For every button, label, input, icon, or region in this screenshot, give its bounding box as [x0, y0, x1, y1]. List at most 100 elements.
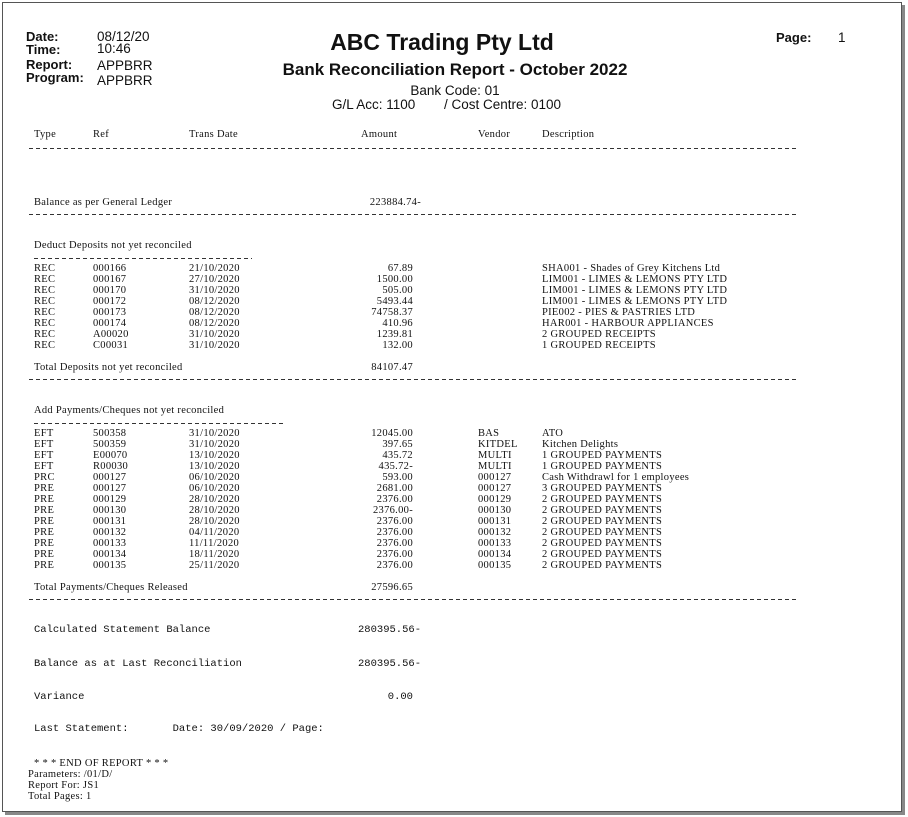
cell-date: 31/10/2020 [189, 329, 240, 340]
cell-date: 21/10/2020 [189, 263, 240, 274]
cell-type: REC [34, 307, 56, 318]
bank-code: Bank Code: 01 [410, 83, 500, 98]
cell-amount: 593.00 [382, 472, 413, 483]
cell-type: PRE [34, 549, 55, 560]
program-label: Program: [26, 70, 84, 85]
underline [34, 258, 252, 259]
payments-total-label: Total Payments/Cheques Released [34, 582, 188, 593]
cell-amount: 2376.00- [372, 505, 413, 516]
last-statement: Last Statement: Date: 30/09/2020 / Page: [34, 723, 324, 735]
cell-type: EFT [34, 450, 54, 461]
cell-vendor: 000130 [478, 505, 512, 516]
deposits-total: 84107.47 [371, 362, 413, 373]
col-type: Type [34, 129, 57, 140]
cell-date: 08/12/2020 [189, 296, 240, 307]
date-value: 08/12/20 [97, 29, 150, 44]
page-number: 1 [838, 30, 846, 45]
cell-date: 28/10/2020 [189, 494, 240, 505]
parameters: Parameters: /01/D/ [28, 769, 113, 780]
variance-value: 0.00 [387, 691, 413, 703]
cell-ref: 000131 [93, 516, 127, 527]
cell-description: LIM001 - LIMES & LEMONS PTY LTD [542, 285, 728, 296]
cell-description: 1 GROUPED RECEIPTS [542, 340, 656, 351]
cell-type: PRC [34, 472, 55, 483]
cell-ref: A00020 [93, 329, 129, 340]
cell-type: REC [34, 340, 56, 351]
cell-description: 2 GROUPED PAYMENTS [542, 527, 663, 538]
cell-date: 11/11/2020 [189, 538, 240, 549]
report-label: Report: [26, 57, 73, 72]
cell-date: 28/10/2020 [189, 505, 240, 516]
cell-ref: 500358 [93, 428, 127, 439]
cell-ref: 000174 [93, 318, 127, 329]
cell-date: 18/11/2020 [189, 549, 240, 560]
date-label: Date: [26, 29, 59, 44]
underline [34, 423, 284, 424]
time-label: Time: [26, 42, 61, 57]
cell-vendor: KITDEL [478, 439, 518, 450]
cell-ref: 000173 [93, 307, 127, 318]
cell-type: EFT [34, 461, 54, 472]
divider [29, 379, 799, 380]
cell-date: 06/10/2020 [189, 472, 240, 483]
col-trans-date: Trans Date [189, 129, 238, 140]
cost-centre: / Cost Centre: 0100 [444, 97, 562, 112]
cell-vendor: 000133 [478, 538, 512, 549]
cell-amount: 2376.00 [376, 494, 413, 505]
program-value: APPBRR [97, 73, 153, 88]
deposits-title: Deduct Deposits not yet reconciled [34, 240, 192, 251]
cell-date: 13/10/2020 [189, 461, 240, 472]
payments-title: Add Payments/Cheques not yet reconciled [34, 405, 225, 416]
cell-type: PRE [34, 560, 55, 571]
calc-balance: 280395.56- [357, 624, 421, 636]
cell-description: HAR001 - HARBOUR APPLIANCES [542, 318, 714, 329]
cell-date: 08/12/2020 [189, 307, 240, 318]
cell-vendor: MULTI [478, 450, 512, 461]
deposits-total-label: Total Deposits not yet reconciled [34, 362, 183, 373]
cell-type: PRE [34, 538, 55, 549]
cell-amount: 132.00 [382, 340, 413, 351]
cell-amount: 2376.00 [376, 538, 413, 549]
cell-ref: R00030 [93, 461, 129, 472]
cell-description: 2 GROUPED PAYMENTS [542, 494, 663, 505]
cell-vendor: 000135 [478, 560, 512, 571]
cell-vendor: BAS [478, 428, 500, 439]
cell-type: EFT [34, 439, 54, 450]
cell-description: 2 GROUPED PAYMENTS [542, 560, 663, 571]
cell-type: PRE [34, 483, 55, 494]
cell-date: 27/10/2020 [189, 274, 240, 285]
cell-vendor: 000134 [478, 549, 512, 560]
cell-ref: 000135 [93, 560, 127, 571]
cell-amount: 1500.00 [376, 274, 413, 285]
cell-amount: 397.65 [382, 439, 413, 450]
cell-ref: 000127 [93, 472, 127, 483]
cell-amount: 505.00 [382, 285, 413, 296]
cell-vendor: 000131 [478, 516, 512, 527]
last-recon-balance: 280395.56- [357, 658, 421, 670]
cell-ref: 000166 [93, 263, 127, 274]
cell-vendor: 000132 [478, 527, 512, 538]
cell-amount: 12045.00 [371, 428, 413, 439]
cell-ref: 000172 [93, 296, 127, 307]
cell-date: 31/10/2020 [189, 428, 240, 439]
cell-type: REC [34, 318, 56, 329]
cell-ref: 000129 [93, 494, 127, 505]
cell-type: REC [34, 285, 56, 296]
col-ref: Ref [93, 129, 110, 140]
cell-ref: 000134 [93, 549, 127, 560]
cell-vendor: 000129 [478, 494, 512, 505]
cell-amount: 2376.00 [376, 549, 413, 560]
cell-amount: 2376.00 [376, 560, 413, 571]
cell-amount: 67.89 [387, 263, 413, 274]
cell-ref: 000170 [93, 285, 127, 296]
cell-type: REC [34, 274, 56, 285]
cell-type: PRE [34, 494, 55, 505]
cell-description: 2 GROUPED PAYMENTS [542, 505, 663, 516]
cell-description: LIM001 - LIMES & LEMONS PTY LTD [542, 274, 728, 285]
col-vendor: Vendor [478, 129, 511, 140]
end-of-report: * * * END OF REPORT * * * [34, 758, 169, 769]
cell-ref: 000132 [93, 527, 127, 538]
gl-balance-amount: 223884.74- [369, 197, 421, 208]
variance-label: Variance [34, 691, 85, 703]
